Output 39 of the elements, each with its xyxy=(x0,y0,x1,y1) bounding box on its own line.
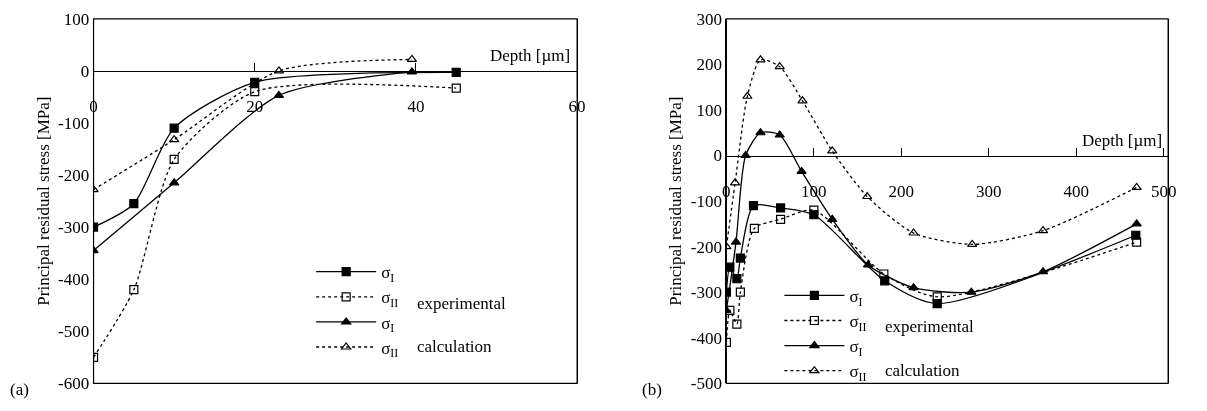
annotation: experimental xyxy=(417,294,507,313)
x-tick-label: 400 xyxy=(1063,181,1090,201)
text: (b) xyxy=(642,380,662,399)
y-tick-label: -600 xyxy=(57,374,90,394)
legend-label: σ$_{II}$ xyxy=(849,312,867,334)
y-tick-label: -400 xyxy=(57,270,90,290)
annotation: calculation xyxy=(885,361,961,380)
x-axis-title: Depth [µm] xyxy=(1082,131,1163,150)
y-tick-label: -100 xyxy=(690,192,722,212)
y-tick-label: -400 xyxy=(690,328,722,348)
x-tick-label: 40 xyxy=(407,97,425,117)
x-axis-title: Depth [µm] xyxy=(490,46,571,65)
y-tick-label: 300 xyxy=(696,9,722,29)
legend-label: σ$_{II}$ xyxy=(381,338,399,361)
annotation: experimental xyxy=(885,317,975,336)
y-tick-label: 0 xyxy=(713,146,722,166)
y-tick-label: -200 xyxy=(57,165,90,185)
y-tick-label: -200 xyxy=(690,237,722,257)
legend-label: σ$_{II}$ xyxy=(381,288,399,310)
y-axis-title: Principal residual stress [MPa] xyxy=(666,96,686,306)
legend-label: σ$_{I}$ xyxy=(381,313,395,336)
y-tick-label: 100 xyxy=(63,9,90,29)
x-tick-label: 20 xyxy=(246,97,264,117)
x-tick-label: 200 xyxy=(888,181,915,201)
y-tick-label: -100 xyxy=(57,113,90,133)
x-tick-label: 300 xyxy=(976,181,1002,201)
y-tick-label: -500 xyxy=(690,374,722,394)
y-axis-title: Principal residual stress [MPa] xyxy=(33,96,53,306)
annotation: calculation xyxy=(417,337,493,356)
y-tick-label: -500 xyxy=(57,322,90,342)
legend-label: σ$_{II}$ xyxy=(849,362,867,384)
y-tick-label: -300 xyxy=(690,283,722,303)
legend-label: σ$_{I}$ xyxy=(849,337,863,359)
y-tick-label: 200 xyxy=(696,55,722,75)
y-tick-label: 0 xyxy=(80,61,90,81)
legend-label: σ$_{I}$ xyxy=(381,263,395,285)
text: (a) xyxy=(10,380,29,399)
legend-label: σ$_{I}$ xyxy=(849,287,863,309)
y-tick-label: -300 xyxy=(57,218,90,238)
